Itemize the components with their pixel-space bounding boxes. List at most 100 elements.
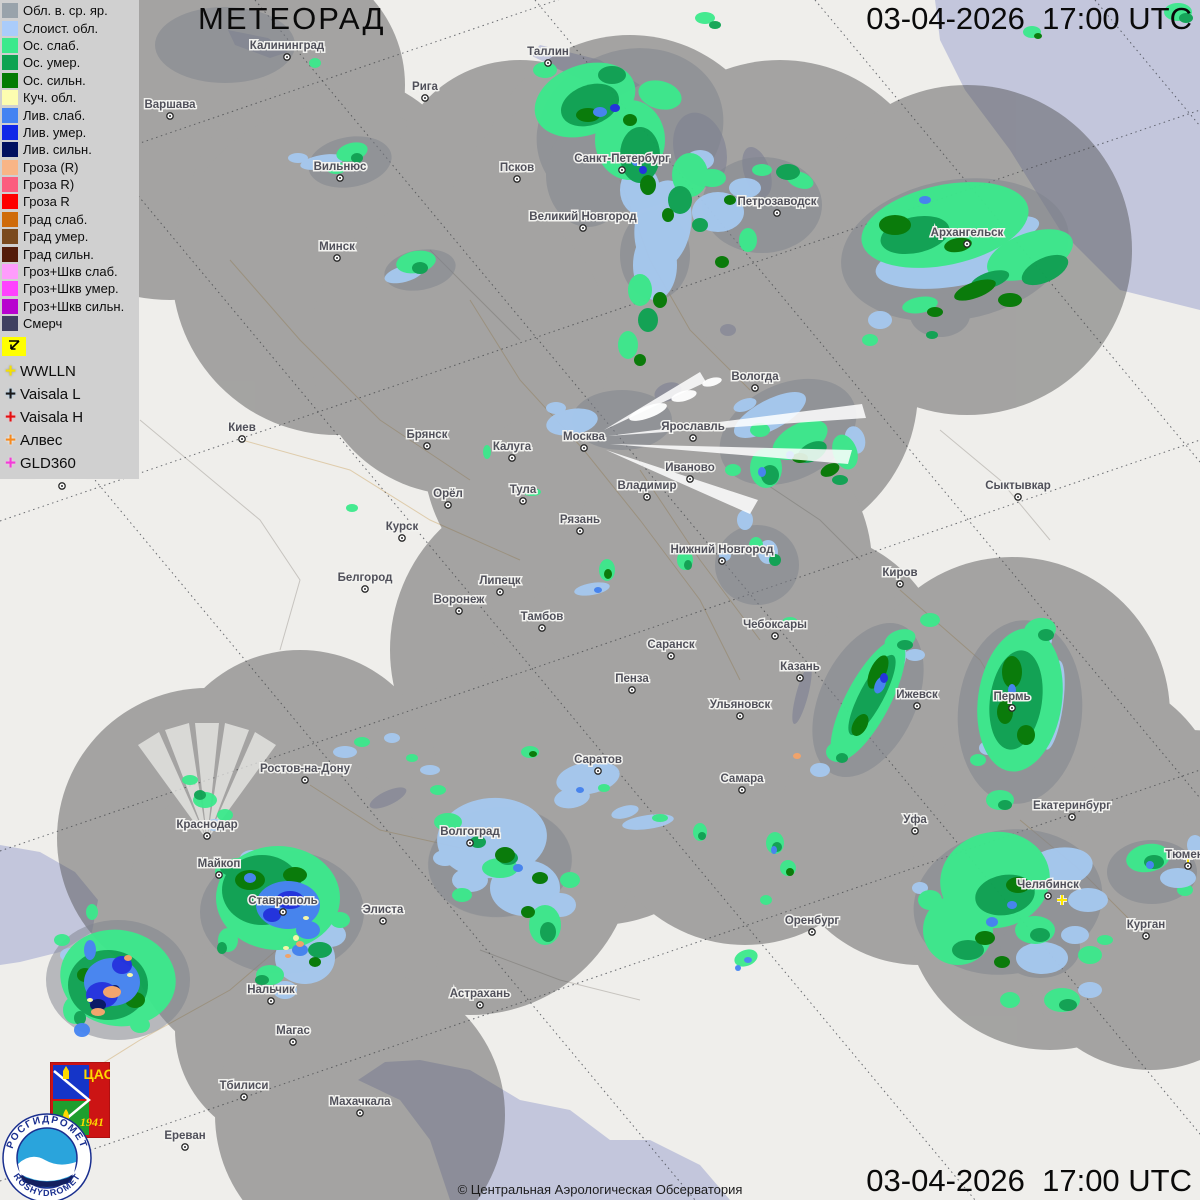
- tornado-arrow-icon: [9, 340, 20, 351]
- precip-blob: [452, 888, 472, 902]
- graticule-line: [0, 365, 696, 1200]
- precip-blob: [217, 942, 227, 954]
- precip-blob: [737, 510, 753, 530]
- city-dot-center: [583, 447, 585, 449]
- city-label: Краснодар: [176, 819, 237, 831]
- radar-coverage-circle: [175, 915, 405, 1145]
- precip-blob: [810, 763, 830, 777]
- city-label: Тбилиси: [219, 1080, 268, 1092]
- precip-blob: [905, 649, 925, 661]
- blocked-sector-wedge: [138, 732, 207, 840]
- city-label: Нальчик: [247, 984, 295, 996]
- precip-blob: [333, 746, 357, 758]
- precip-blob: [867, 655, 889, 689]
- precip-blob: [452, 868, 488, 892]
- lightning-marker-icon: [1057, 895, 1067, 905]
- city-dot-center: [1145, 935, 1147, 937]
- precip-blob: [430, 785, 446, 795]
- legend-swatch: [2, 281, 18, 297]
- precip-blob: [293, 935, 299, 941]
- radar-coverage-circle: [495, 555, 775, 835]
- precip-blob: [54, 934, 70, 946]
- legend-label: Смерч: [23, 316, 63, 332]
- precip-blob: [263, 908, 281, 922]
- city-dot-center: [292, 1041, 294, 1043]
- city-dot-center: [364, 588, 366, 590]
- legend-item: Куч. обл.: [2, 89, 139, 106]
- lightning-network-label: WWLLN: [20, 363, 76, 381]
- graticule-line: [0, 29, 976, 1200]
- precip-blob: [920, 613, 940, 627]
- city-label: Курск: [386, 521, 419, 533]
- city-dot-center: [243, 1096, 245, 1098]
- admin-border: [479, 949, 641, 1001]
- city-label: Ярославль: [661, 421, 725, 433]
- city-dot-center: [899, 583, 901, 585]
- city-dot-center: [774, 635, 776, 637]
- precip-blob: [330, 912, 350, 928]
- precip-blob: [692, 218, 708, 232]
- precip-blob: [926, 331, 938, 339]
- legend-panel: Обл. в. ср. яр. Слоист. обл. Ос. слаб. Ос. …: [0, 0, 139, 480]
- tornado-marker-icon: [2, 336, 26, 356]
- city-dot-center: [966, 243, 968, 245]
- precip-blob: [1097, 935, 1113, 945]
- city-label: Великий Новгород: [529, 211, 637, 223]
- city-label: Самара: [720, 773, 764, 785]
- city-dot-center: [739, 715, 741, 717]
- city-label: Курган: [1127, 919, 1165, 931]
- graticule-line: [0, 109, 1200, 522]
- city-label: Сыктывкар: [985, 480, 1051, 492]
- legend-item: Град слаб.: [2, 211, 139, 228]
- precip-blob: [695, 12, 715, 24]
- city-dot-center: [499, 591, 501, 593]
- precip-blob: [1078, 982, 1102, 998]
- city-label: Иваново: [665, 462, 715, 474]
- precip-blob: [662, 208, 674, 222]
- precip-blob: [532, 872, 548, 884]
- city-dot-center: [582, 227, 584, 229]
- precip-blob: [86, 904, 98, 920]
- radar-spoke-artifact: [604, 372, 706, 430]
- city-label: Ростов-на-Дону: [260, 763, 351, 775]
- precip-blob: [540, 922, 556, 942]
- page-title: МЕТЕОРАД: [198, 1, 386, 36]
- legend-item: Ос. умер.: [2, 54, 139, 71]
- city-label: Майкоп: [198, 858, 241, 870]
- legend-label: Слоист. обл.: [23, 20, 99, 36]
- rocket-icon: [63, 1066, 69, 1079]
- city-label: Москва: [563, 431, 606, 443]
- radar-coverage-circle: [423, 287, 753, 617]
- lightning-network-label: Алвес: [20, 432, 63, 450]
- precip-blob: [288, 153, 308, 163]
- city-label: Рига: [412, 81, 439, 93]
- precip-blob: [308, 942, 332, 958]
- legend-label: Град умер.: [23, 229, 89, 245]
- legend-swatch: [2, 90, 18, 106]
- water-body: [358, 1060, 730, 1200]
- city-label: Пермь: [993, 691, 1030, 703]
- city-dot-center: [811, 931, 813, 933]
- city-label: Калининград: [250, 40, 325, 52]
- legend-label: Гроз+Шкв умер.: [23, 281, 119, 297]
- tornado-symbol-row: [2, 334, 139, 358]
- city-dot-center: [916, 705, 918, 707]
- city-label: Уфа: [903, 814, 927, 826]
- admin-border: [139, 419, 301, 651]
- precip-blob: [639, 166, 647, 174]
- precip-blob: [594, 587, 602, 593]
- plus-marker-icon: +: [4, 430, 17, 452]
- precip-blob: [303, 916, 309, 920]
- legend-swatch: [2, 124, 18, 140]
- precip-blob: [653, 292, 667, 308]
- precip-blob: [255, 975, 269, 985]
- precip-blob: [868, 311, 892, 329]
- city-dot-center: [1187, 865, 1189, 867]
- city-label: Тамбов: [521, 611, 564, 623]
- radar-coverage-circle: [187, 73, 477, 363]
- precip-blob: [760, 895, 772, 905]
- city-label: Элиста: [363, 904, 404, 916]
- precip-blob: [576, 787, 584, 793]
- city-label: Тула: [510, 484, 537, 496]
- precip-blob: [724, 195, 736, 205]
